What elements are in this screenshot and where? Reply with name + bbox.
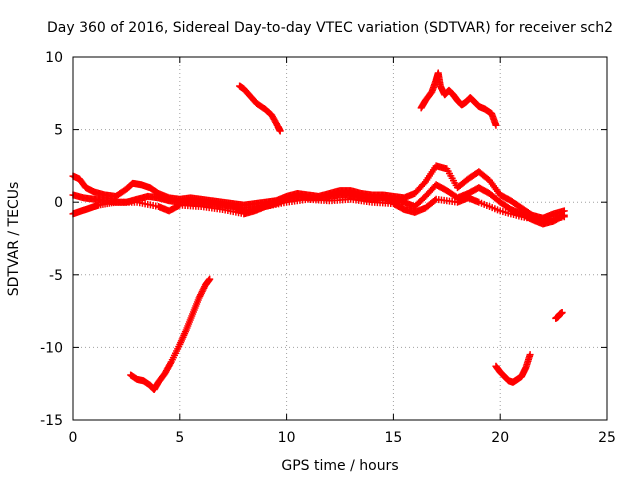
data-point [206,275,214,283]
y-tick-label: 10 [45,50,63,66]
axis-ticks: 0 5 10 15 20 25 -15 -10 -5 0 5 10 [40,50,616,446]
chart-title: Day 360 of 2016, Sidereal Day-to-day VTE… [47,20,613,36]
series-arc-20h [492,351,534,386]
series-arc-8h [236,82,284,135]
y-tick-label: -15 [40,413,63,429]
x-tick-label: 0 [69,430,78,446]
y-axis-label: SDTVAR / TECUs [6,182,22,297]
series-arc-3h [127,275,214,394]
data-point [492,121,500,129]
series-main-band-top [69,162,568,222]
x-tick-label: 20 [491,430,509,446]
x-tick-label: 10 [278,430,296,446]
x-tick-label: 5 [175,430,184,446]
y-tick-label: -5 [49,268,63,284]
series-arc-17h [417,69,500,129]
y-tick-label: 0 [54,195,63,211]
y-tick-label: 5 [54,123,63,139]
x-tick-label: 25 [598,430,616,446]
series-main-band-low [69,194,568,225]
data-point [526,351,534,359]
x-tick-label: 15 [384,430,402,446]
data-point [166,359,174,367]
data-point [276,127,284,135]
data-points [69,69,568,394]
plot-frame [72,56,608,421]
y-tick-label: -10 [40,340,63,356]
data-point [560,213,568,221]
data-point [558,309,566,317]
series-short-22.8h [552,309,566,322]
x-axis-label: GPS time / hours [281,458,398,474]
